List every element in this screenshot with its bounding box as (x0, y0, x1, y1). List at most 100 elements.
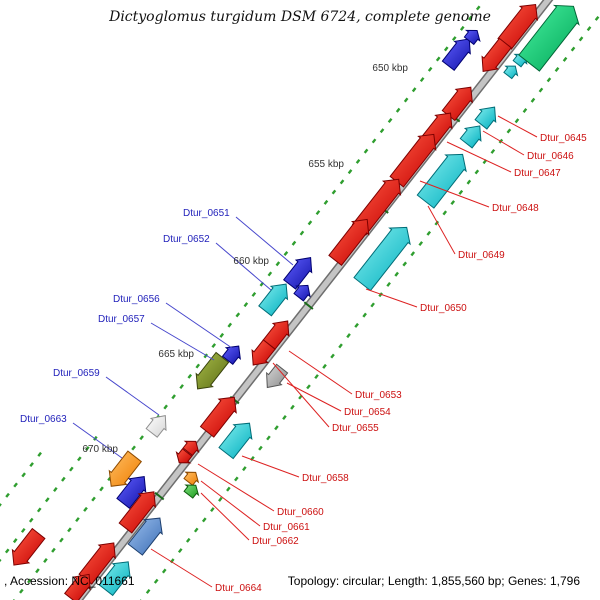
gene-arrow-Dtur_0657[interactable] (195, 351, 230, 390)
gene-label-Dtur_0651[interactable]: Dtur_0651 (183, 208, 230, 219)
gene-arrow[interactable] (441, 86, 473, 122)
scale-dot (363, 148, 369, 154)
gene-label-Dtur_0649[interactable]: Dtur_0649 (458, 250, 505, 261)
gene-arrow[interactable] (63, 573, 91, 600)
scale-dot (450, 200, 456, 206)
gene-label-Dtur_0647[interactable]: Dtur_0647 (514, 168, 561, 179)
gene-label-Dtur_0648[interactable]: Dtur_0648 (492, 203, 539, 214)
gene-label-Dtur_0645[interactable]: Dtur_0645 (540, 133, 587, 144)
scale-dot (242, 466, 247, 472)
gene-label-Dtur_0660[interactable]: Dtur_0660 (277, 507, 324, 518)
gene-label-Dtur_0652[interactable]: Dtur_0652 (163, 234, 210, 245)
gene-arrow-Dtur_0650[interactable] (353, 226, 411, 292)
gene-arrow[interactable] (293, 284, 311, 302)
scale-dot (346, 333, 351, 339)
label-leader-line (286, 382, 342, 412)
gene-label-Dtur_0663[interactable]: Dtur_0663 (20, 414, 67, 425)
gene-arrow[interactable] (481, 37, 512, 72)
gene-label-Dtur_0662[interactable]: Dtur_0662 (252, 536, 299, 547)
label-leader-line (72, 422, 123, 459)
gene-arrow-Dtur_0664[interactable] (127, 517, 163, 556)
gene-arrow-Dtur_0654[interactable] (266, 363, 289, 389)
gene-label-Dtur_0661[interactable]: Dtur_0661 (263, 522, 310, 533)
label-leader-line (288, 350, 353, 395)
gene-label-Dtur_0657[interactable]: Dtur_0657 (98, 314, 145, 325)
gene-arrow[interactable] (518, 4, 580, 72)
gene-arrow[interactable] (78, 542, 116, 585)
gene-label-Dtur_0655[interactable]: Dtur_0655 (332, 423, 379, 434)
gene-arrow-Dtur_0660[interactable] (175, 448, 193, 464)
scale-dot (83, 506, 88, 512)
gene-label-Dtur_0654[interactable]: Dtur_0654 (344, 407, 391, 418)
scale-dot (299, 230, 305, 236)
scale-dot (386, 281, 391, 287)
gene-arrow[interactable] (199, 396, 237, 438)
gene-arrow-Dtur_0661[interactable] (183, 471, 200, 487)
gene-arrow-Dtur_0646[interactable] (459, 125, 482, 149)
scale-dot (514, 118, 520, 124)
scale-dot (274, 425, 279, 431)
label-leader-line (150, 322, 215, 361)
gene-arrow-Dtur_0655[interactable] (251, 339, 276, 366)
gene-arrow-Dtur_0662[interactable] (183, 484, 200, 499)
gene-arrow-Dtur_0652[interactable] (258, 283, 289, 317)
scale-dot (371, 138, 377, 144)
gene-arrow-Dtur_0656[interactable] (221, 345, 241, 366)
gene-arrow[interactable] (182, 440, 200, 457)
scale-dot (594, 15, 600, 21)
gene-arrow-Dtur_0653[interactable] (262, 320, 290, 350)
gene-label-Dtur_0656[interactable]: Dtur_0656 (113, 294, 160, 305)
scale-label: 670 kbp (82, 444, 118, 455)
label-leader-line (215, 242, 272, 291)
scale-dot (458, 189, 464, 195)
gene-label-Dtur_0658[interactable]: Dtur_0658 (302, 473, 349, 484)
scale-dot (163, 404, 168, 410)
gene-arrow-Dtur_0658[interactable] (218, 422, 253, 460)
scale-dot (13, 482, 18, 488)
scale-dot (395, 107, 401, 113)
scale-dot (338, 343, 343, 349)
gene-arrow-Dtur_0659[interactable] (145, 414, 167, 438)
gene-label-Dtur_0659[interactable]: Dtur_0659 (53, 368, 100, 379)
gene-label-Dtur_0650[interactable]: Dtur_0650 (420, 303, 467, 314)
scale-dot (234, 476, 239, 482)
gene-arrow[interactable] (118, 491, 157, 534)
gene-arrow[interactable] (497, 3, 539, 50)
scale-dot (546, 77, 552, 83)
scale-dot (530, 97, 536, 103)
scale-dot (347, 169, 353, 175)
gene-arrow[interactable] (11, 527, 46, 566)
gene-arrow-Dtur_0663[interactable] (108, 450, 143, 487)
scale-dot (402, 261, 408, 267)
scale-dot (323, 199, 329, 205)
gene-arrow[interactable] (463, 29, 481, 46)
scale-dot (77, 456, 82, 462)
scale-tick (303, 301, 314, 310)
scale-dot (21, 472, 26, 478)
scale-dot (20, 527, 26, 533)
scale-dot (410, 251, 416, 257)
scale-dot (586, 26, 592, 32)
gene-arrow[interactable] (503, 65, 519, 80)
gene-arrow[interactable] (441, 38, 471, 72)
gene-label-Dtur_0664[interactable]: Dtur_0664 (215, 583, 262, 594)
scale-dot (434, 220, 440, 226)
label-leader-line (446, 141, 512, 173)
scale-dot (330, 353, 335, 359)
gene-arrow[interactable] (116, 476, 147, 510)
gene-arrow-Dtur_0649[interactable] (416, 153, 467, 209)
gene-arrow-Dtur_0648[interactable] (389, 133, 437, 188)
gene-arrow-Dtur_0645[interactable] (474, 106, 497, 130)
label-leader-line (105, 376, 160, 416)
gene-arrow[interactable] (328, 218, 370, 267)
scale-dot (322, 363, 327, 369)
label-leader-line (419, 180, 490, 208)
label-leader-line (482, 130, 525, 156)
gene-arrow[interactable] (98, 561, 131, 597)
scale-dot (4, 548, 10, 554)
gene-label-Dtur_0653[interactable]: Dtur_0653 (355, 390, 402, 401)
label-leader-line (427, 205, 456, 255)
gene-label-Dtur_0646[interactable]: Dtur_0646 (527, 151, 574, 162)
gene-arrow-Dtur_0651[interactable] (282, 257, 313, 290)
